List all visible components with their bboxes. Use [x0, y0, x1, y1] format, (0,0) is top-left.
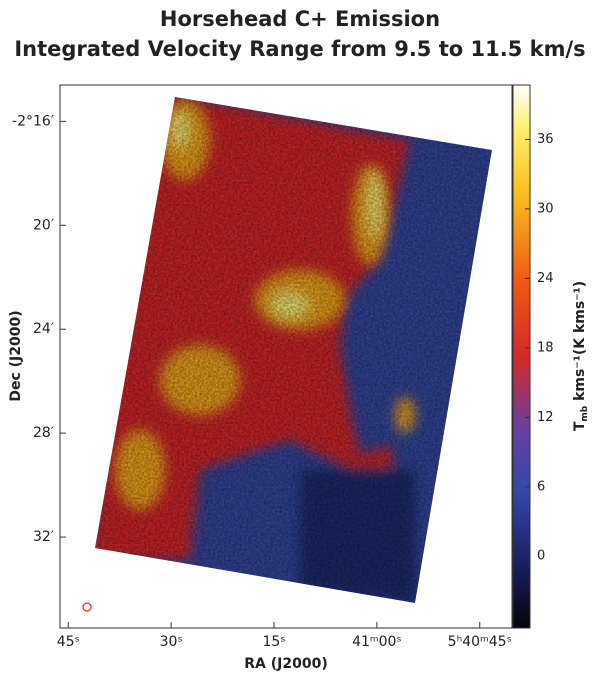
y-tick-label: 20′: [33, 217, 54, 233]
emission-map: [82, 97, 492, 612]
colorbar-label-sub: mb: [580, 405, 590, 421]
chart-subtitle: Integrated Velocity Range from 9.5 to 11…: [14, 37, 585, 61]
colorbar-label-main: T: [572, 421, 588, 431]
colorbar-label-rest: kms⁻¹(K kms⁻¹): [572, 281, 588, 406]
y-axis-label: Dec (J2000): [8, 310, 24, 401]
x-tick-label: 5ʰ40ᵐ45ˢ: [448, 634, 512, 650]
colorbar-tick-label: 12: [537, 410, 554, 425]
x-tick-label: 45ˢ: [57, 634, 80, 650]
colorbar: [512, 84, 531, 629]
y-tick-label: -2°16′: [12, 113, 54, 129]
colorbar-tick-label: 30: [537, 201, 554, 216]
colorbar-tick-label: 0: [537, 549, 545, 564]
chart-title: Horsehead C+ Emission: [160, 7, 440, 31]
colorbar-label: Tmb kms⁻¹(K kms⁻¹): [572, 281, 590, 431]
plot-frame: [59, 84, 513, 629]
y-tick-label: 28′: [33, 425, 54, 441]
y-tick-label: 32′: [33, 529, 54, 545]
x-tick-label: 30ˢ: [160, 634, 183, 650]
x-axis-label: RA (J2000): [244, 656, 327, 672]
x-tick-label: 15ˢ: [262, 634, 285, 650]
y-tick-label: 24′: [33, 321, 54, 337]
colorbar-tick-label: 24: [537, 271, 554, 286]
colorbar-tick-label: 6: [537, 479, 545, 494]
x-tick-label: 41ᵐ00ˢ: [352, 634, 402, 650]
colorbar-tick-label: 36: [537, 132, 554, 147]
colorbar-tick-label: 18: [537, 340, 554, 355]
